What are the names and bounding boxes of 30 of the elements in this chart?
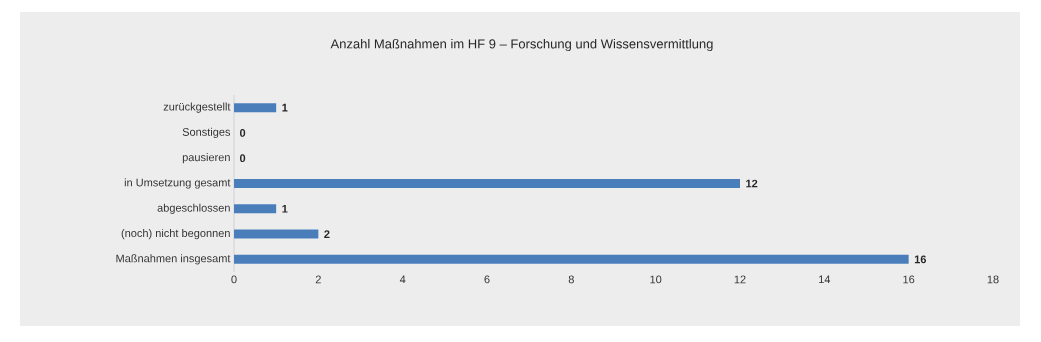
bar xyxy=(234,103,277,113)
x-tick-label: 4 xyxy=(399,275,406,284)
x-tick-label: 2 xyxy=(315,275,321,284)
x-tick-label: 8 xyxy=(568,275,574,284)
bar xyxy=(234,229,319,239)
y-tick-label: zurückgestellt xyxy=(163,102,231,113)
bar xyxy=(234,204,277,214)
x-tick-label: 12 xyxy=(734,275,746,284)
x-tick-label: 10 xyxy=(650,275,662,284)
data-label: 1 xyxy=(282,205,288,213)
bar xyxy=(234,178,740,188)
x-tick-label: 14 xyxy=(819,275,831,284)
data-label: 1 xyxy=(282,103,288,112)
data-label: 12 xyxy=(746,179,758,188)
bar xyxy=(234,254,909,264)
data-label: 16 xyxy=(914,255,927,264)
x-tick-label: 18 xyxy=(987,275,999,284)
y-tick-label: Sonstiges xyxy=(182,127,231,139)
x-tick-label: 6 xyxy=(484,275,490,284)
x-tick-label: 16 xyxy=(903,275,915,284)
chart-title: Anzahl Maßnahmen im HF 9 – Forschung und Wissensvermittlung xyxy=(330,38,713,52)
y-tick-label: (noch) nicht begonnen xyxy=(121,228,230,240)
y-tick-label: pausieren xyxy=(182,153,230,164)
y-tick-label: in Umsetzung gesamt xyxy=(124,178,231,189)
data-label: 0 xyxy=(239,129,246,137)
y-tick-label: abgeschlossen xyxy=(157,203,230,214)
x-tick-label: 0 xyxy=(231,275,237,284)
y-tick-label: Maßnahmen insgesamt xyxy=(116,254,231,265)
data-label: 0 xyxy=(239,154,246,163)
data-label: 2 xyxy=(324,230,330,238)
